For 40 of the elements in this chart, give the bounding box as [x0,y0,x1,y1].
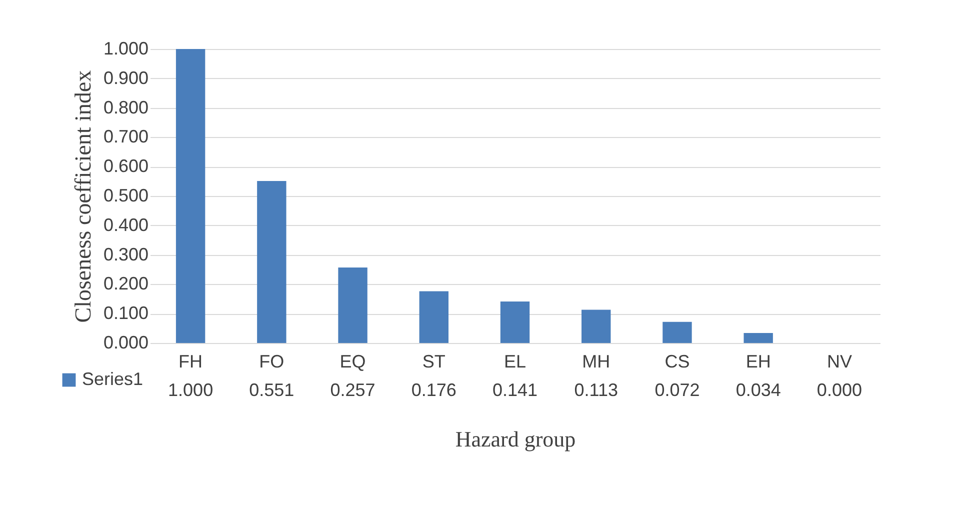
y-tick-label: 0.600 [103,156,148,176]
text: 0.141 [492,380,538,400]
y-tick-label: 0.100 [103,303,148,324]
x-tick-label: EQ [340,352,366,372]
text: 0.113 [574,380,618,400]
text: 0.257 [330,380,376,400]
text: 0.072 [654,380,700,400]
x-tick-label: EH [746,352,771,372]
y-tick-label: 0.700 [103,126,148,147]
x-tick-label: MH [582,352,610,372]
bar [744,333,773,343]
y-tick-label: 0.200 [103,274,148,294]
y-tick-label: 0.000 [103,332,148,352]
x-tick-label: FO [259,352,284,372]
x-tick-label: ST [422,352,446,372]
text: 0.551 [249,380,294,400]
x-axis-title: Hazard group [455,426,576,452]
y-tick-label: 0.300 [103,244,148,264]
bar [338,267,368,343]
x-tick-label: FH [178,352,203,372]
legend-label: Series1 [82,369,144,389]
text: 1.000 [168,380,214,400]
bar [257,181,286,343]
bar [662,322,692,343]
y-axis-title: Closeness coefficient index [70,70,96,323]
bar [582,310,611,343]
x-tick-label: CS [664,352,690,372]
text: 0.176 [411,380,456,400]
text: 0.000 [816,380,862,400]
y-tick-label: 1.000 [103,38,148,58]
text: 0.034 [736,380,781,400]
y-tick-label: 0.900 [103,68,148,88]
bar [176,49,206,343]
bar [500,302,530,343]
bar [419,291,448,343]
y-tick-label: 0.400 [103,214,148,235]
y-tick-label: 0.500 [103,186,148,206]
y-tick-label: 0.800 [103,97,148,118]
x-tick-label: NV [826,352,852,372]
x-tick-label: EL [504,352,526,372]
